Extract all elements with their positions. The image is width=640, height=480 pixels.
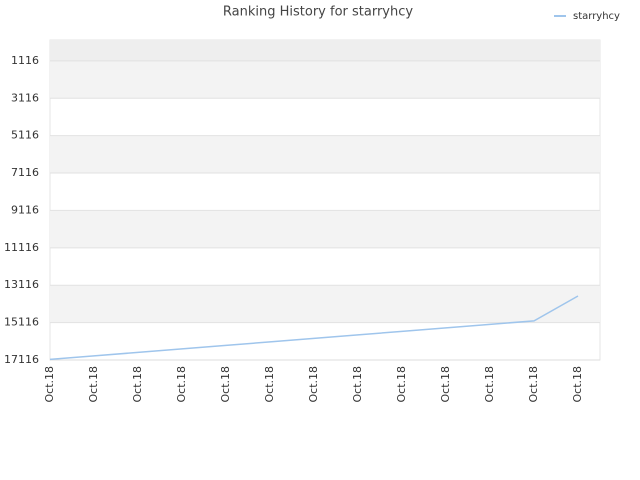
- x-tick-label: Oct.18: [43, 366, 56, 403]
- grid-band: [50, 210, 600, 248]
- y-tick-label: 9116: [11, 203, 39, 216]
- x-tick-label: Oct.18: [483, 366, 496, 403]
- y-tick-label: 5116: [11, 129, 39, 142]
- x-tick-label: Oct.18: [527, 366, 540, 403]
- x-tick-label: Oct.18: [395, 366, 408, 403]
- x-tick-label: Oct.18: [131, 366, 144, 403]
- y-tick-label: 11116: [4, 241, 39, 254]
- x-tick-label: Oct.18: [263, 366, 276, 403]
- y-tick-label: 3116: [11, 91, 39, 104]
- y-tick-label: 1116: [11, 54, 39, 67]
- y-tick-label: 15116: [4, 316, 39, 329]
- grid-band: [50, 285, 600, 323]
- chart-title: Ranking History for starryhcy: [223, 5, 413, 20]
- x-tick-label: Oct.18: [175, 366, 188, 403]
- x-tick-label: Oct.18: [439, 366, 452, 403]
- grid-band: [50, 60, 600, 99]
- y-tick-label: 13116: [4, 278, 39, 291]
- legend-label: starryhcy: [573, 11, 620, 22]
- data-line: [49, 295, 579, 361]
- x-tick-label: Oct.18: [351, 366, 364, 403]
- x-tick-label: Oct.18: [571, 366, 584, 403]
- y-tick-label: 7116: [11, 166, 39, 179]
- x-tick-label: Oct.18: [219, 366, 232, 403]
- grid-band: [50, 135, 600, 174]
- x-tick-label: Oct.18: [87, 366, 100, 403]
- x-tick-label: Oct.18: [307, 366, 320, 403]
- grid-band: [50, 40, 600, 61]
- y-tick-label: 17116: [4, 353, 39, 366]
